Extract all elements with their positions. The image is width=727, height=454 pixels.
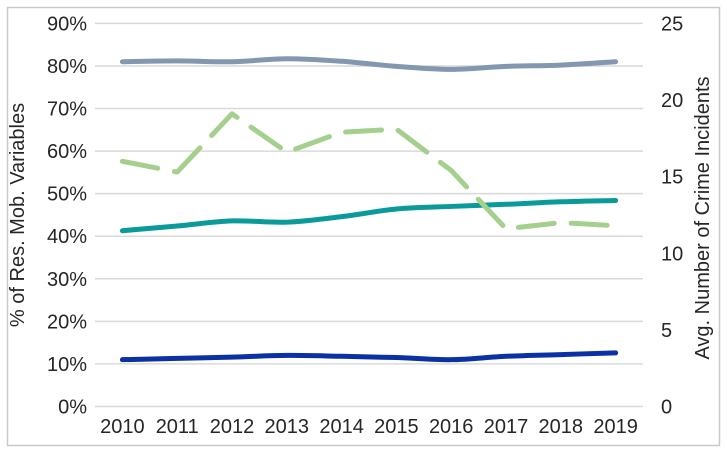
right-axis-tick-label: 25	[661, 13, 683, 35]
left-axis-tick-label: 60%	[47, 141, 87, 163]
series-navy-line	[119, 350, 619, 363]
left-axis-tick-label: 30%	[47, 269, 87, 291]
x-axis-tick-label: 2012	[210, 416, 255, 438]
x-axis-tick-label: 2013	[265, 416, 310, 438]
x-axis-tick-label: 2011	[156, 416, 199, 438]
right-axis-title: Avg. Number of Crime Incidents	[692, 76, 714, 359]
right-axis-tick-label: 5	[661, 320, 672, 342]
chart-frame-border	[6, 6, 721, 447]
left-axis-title: % of Res. Mob. Variables	[7, 103, 29, 327]
x-axis-tick-label: 2017	[484, 416, 529, 438]
left-axis-tick-label: 0%	[58, 397, 87, 419]
right-axis-tick-label: 10	[661, 243, 683, 265]
x-axis-tick-label: 2010	[100, 416, 145, 438]
right-axis-tick-label: 0	[661, 397, 672, 419]
axis-labels: 0% 10% 20% 30% 40% 50% 60% 70% 80% 90% 0 5 10 15 20 25 2…	[47, 13, 683, 438]
left-axis-tick-label: 40%	[47, 226, 87, 248]
x-axis-tick-label: 2015	[374, 416, 419, 438]
series-green-dashed-line	[119, 111, 619, 232]
x-axis-tick-label: 2016	[429, 416, 474, 438]
x-axis-tick-label: 2014	[319, 416, 364, 438]
right-axis-tick-label: 20	[661, 90, 683, 112]
series-lines	[119, 56, 619, 363]
left-axis-tick-label: 10%	[47, 354, 87, 376]
x-axis-tick-label: 2018	[539, 416, 584, 438]
series-slate-line	[119, 56, 619, 72]
left-axis-tick-label: 50%	[47, 184, 87, 206]
right-axis-tick-label: 15	[661, 167, 683, 189]
x-axis-tick-label: 2019	[593, 416, 638, 438]
left-axis-tick-label: 70%	[47, 99, 87, 121]
left-axis-tick-label: 90%	[47, 13, 87, 35]
left-axis-tick-label: 80%	[47, 56, 87, 78]
left-axis-tick-label: 20%	[47, 311, 87, 333]
series-teal-line	[119, 197, 619, 234]
